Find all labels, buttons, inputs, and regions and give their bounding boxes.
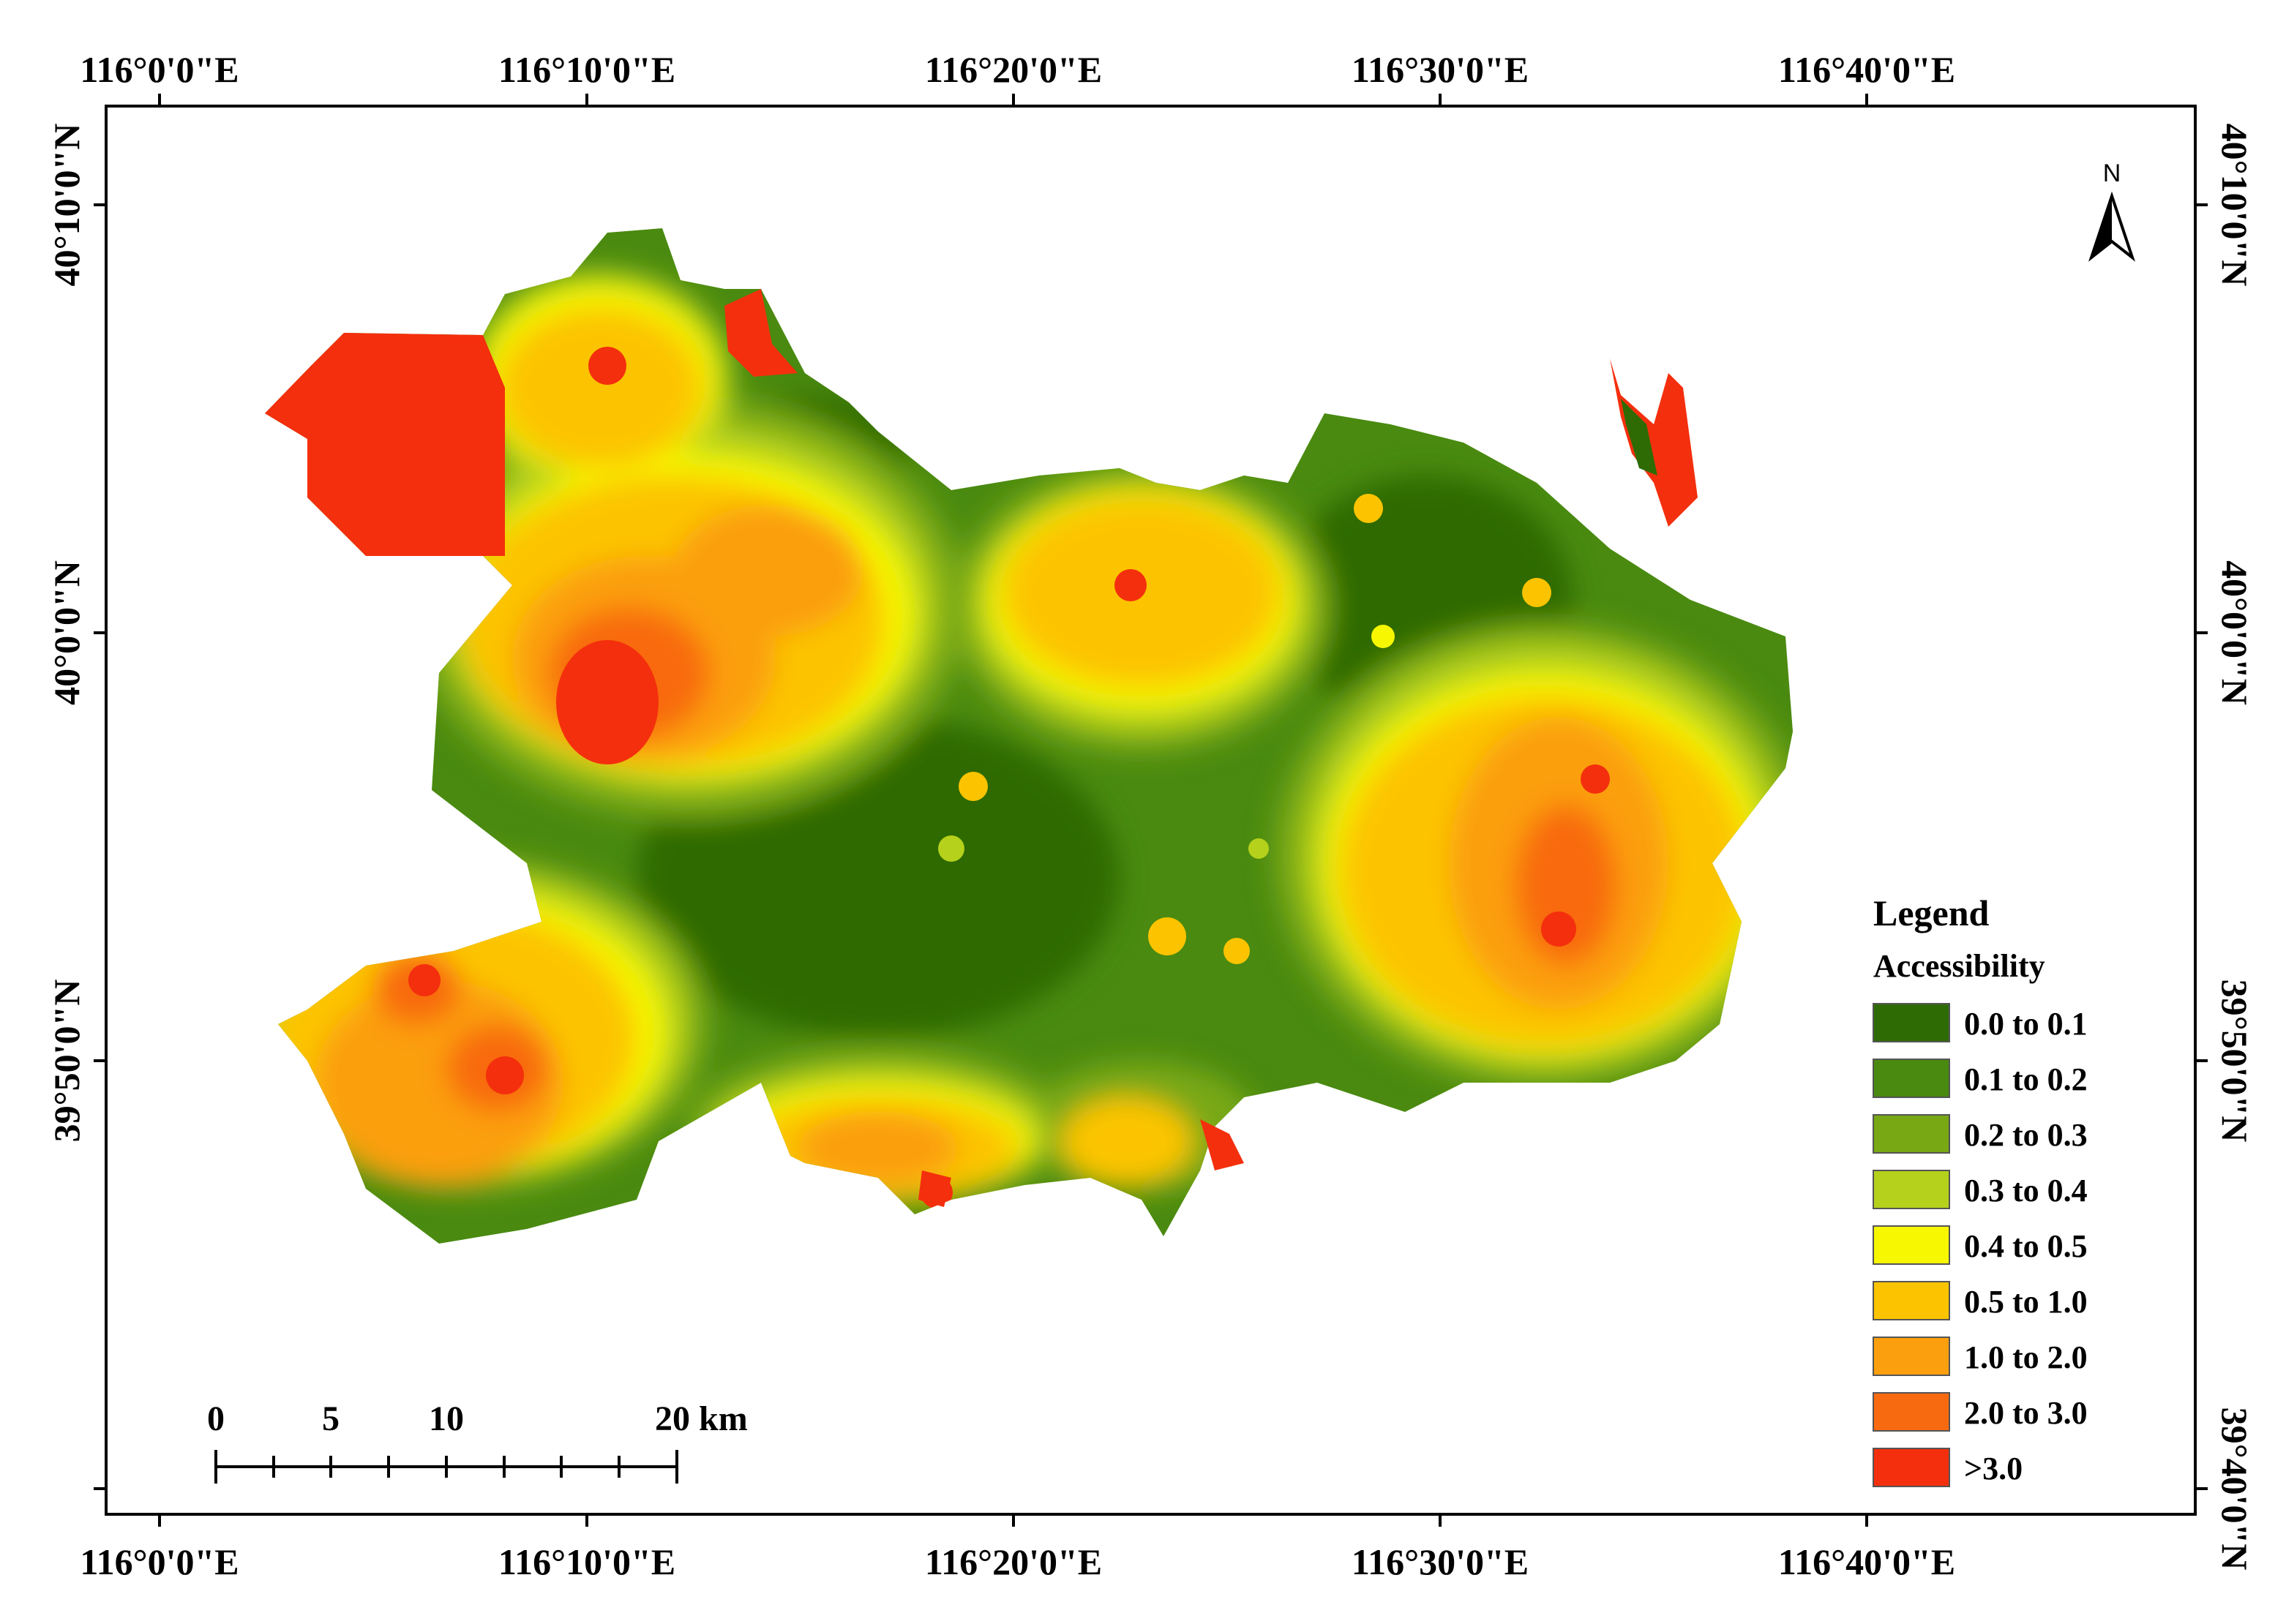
- legend-swatch: [1873, 1059, 1950, 1098]
- lat-labels-right: 40°10'0"N 40°0'0"N 39°50'0"N 39°40'0"N: [2214, 124, 2255, 1571]
- north-hotspot: [724, 289, 798, 377]
- lon-labels-bottom: 116°0'0"E 116°10'0"E 116°20'0"E 116°30'0…: [80, 1541, 1955, 1582]
- scale-label-0: 0: [207, 1399, 225, 1438]
- west-hotspot: [265, 333, 505, 556]
- lat-label-right: 39°50'0"N: [2214, 980, 2255, 1143]
- legend-label: 2.0 to 3.0: [1964, 1395, 2088, 1431]
- legend-label: 0.3 to 0.4: [1964, 1173, 2088, 1208]
- lat-label-left: 39°50'0"N: [46, 980, 87, 1143]
- north-arrow: N: [2088, 159, 2136, 262]
- legend-subtitle: Accessibility: [1873, 948, 2045, 984]
- south-hotspot: [1200, 1119, 1244, 1170]
- legend-title: Legend: [1873, 892, 1990, 933]
- legend-label: 0.4 to 0.5: [1964, 1228, 2088, 1264]
- legend-swatch: [1873, 1114, 1950, 1154]
- scale-bar: 0 5 10 20 km: [207, 1399, 748, 1484]
- scale-bar-ticks: [214, 1450, 678, 1484]
- northeast-fragment-green: [1621, 399, 1657, 475]
- graticule-ticks: [94, 94, 2208, 1527]
- lon-label-bottom: 116°20'0"E: [925, 1541, 1102, 1582]
- legend-swatch: [1873, 1448, 1950, 1487]
- northeast-fragment: [1610, 358, 1698, 527]
- lon-label-bottom: 116°0'0"E: [80, 1541, 239, 1582]
- south-hotspot: [918, 1170, 951, 1207]
- lon-label-bottom: 116°30'0"E: [1352, 1541, 1529, 1582]
- legend-label: 0.1 to 0.2: [1964, 1061, 2088, 1097]
- legend-label: >3.0: [1964, 1451, 2023, 1486]
- legend-swatch: [1873, 1225, 1950, 1265]
- legend-label: 1.0 to 2.0: [1964, 1339, 2088, 1375]
- lat-label-right: 40°10'0"N: [2214, 124, 2255, 287]
- lat-label-right: 39°40'0"N: [2214, 1407, 2255, 1571]
- lon-label-top: 116°30'0"E: [1352, 49, 1529, 90]
- scale-label-5: 5: [322, 1399, 340, 1438]
- legend-label: 0.2 to 0.3: [1964, 1117, 2088, 1153]
- lon-label-top: 116°40'0"E: [1778, 49, 1955, 90]
- lon-label-top: 116°10'0"E: [498, 49, 675, 90]
- lon-label-bottom: 116°10'0"E: [498, 1541, 675, 1582]
- legend-rows: 0.0 to 0.1 0.1 to 0.2 0.2 to 0.3 0.3 to 0.4…: [1873, 1003, 2088, 1487]
- scale-label-10: 10: [429, 1399, 464, 1438]
- legend-swatch: [1873, 1003, 1950, 1042]
- north-arrow-fill: [2091, 196, 2112, 257]
- north-letter: N: [2103, 159, 2121, 187]
- lon-label-top: 116°0'0"E: [80, 49, 239, 90]
- legend-label: 0.5 to 1.0: [1964, 1284, 2088, 1320]
- lat-label-left: 40°10'0"N: [46, 124, 87, 287]
- lat-labels-left: 40°10'0"N 40°0'0"N 39°50'0"N: [46, 124, 87, 1143]
- legend: Legend Accessibility 0.0 to 0.1 0.1 to 0.…: [1873, 892, 2088, 1487]
- legend-swatch: [1873, 1170, 1950, 1209]
- legend-swatch: [1873, 1281, 1950, 1320]
- legend-label: 0.0 to 0.1: [1964, 1006, 2088, 1042]
- lat-label-left: 40°0'0"N: [46, 560, 87, 705]
- lon-labels-top: 116°0'0"E 116°10'0"E 116°20'0"E 116°30'0…: [80, 49, 1955, 90]
- scale-label-20km: 20 km: [655, 1399, 748, 1438]
- legend-swatch: [1873, 1337, 1950, 1376]
- lon-label-bottom: 116°40'0"E: [1778, 1541, 1955, 1582]
- lon-label-top: 116°20'0"E: [925, 49, 1102, 90]
- legend-swatch: [1873, 1392, 1950, 1432]
- lat-label-right: 40°0'0"N: [2214, 560, 2255, 705]
